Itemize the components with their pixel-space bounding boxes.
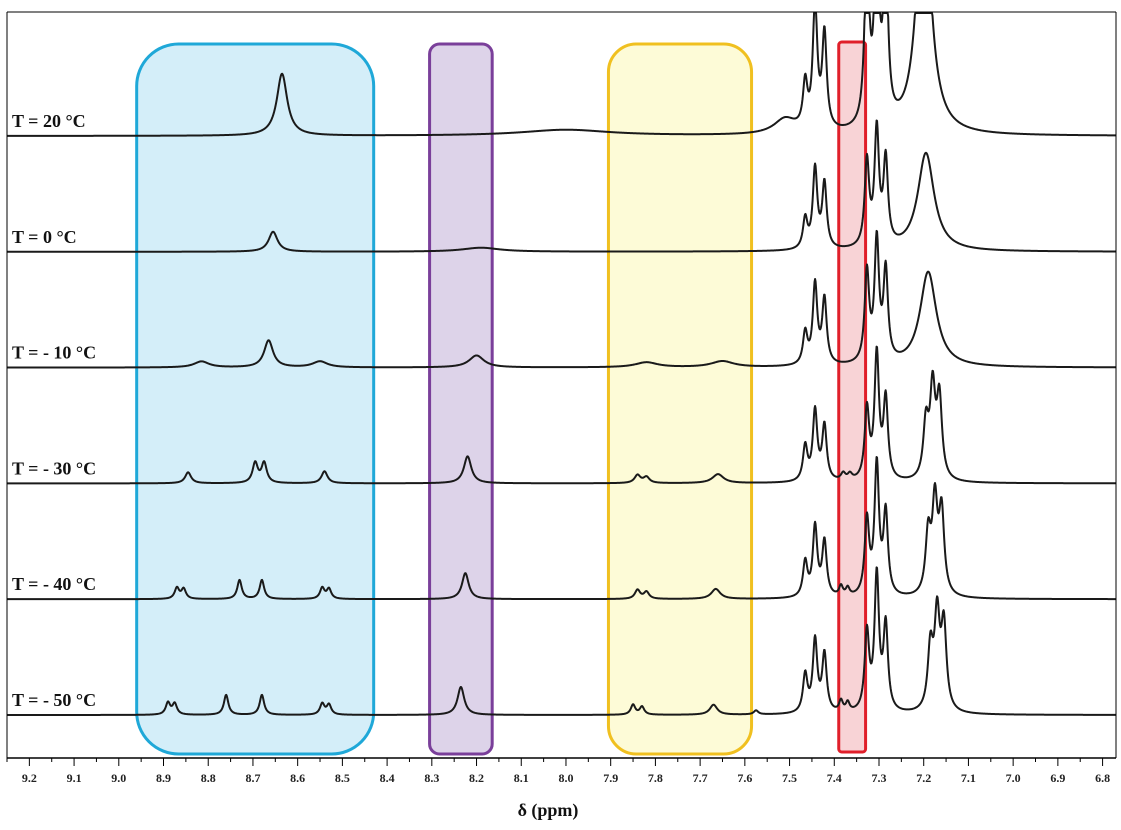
x-tick-label: 8.3 (424, 771, 439, 785)
x-axis: 9.2 9.1 9.0 8.9 8.8 8.7 8.6 8.5 8.4 8.3 8.2 8.1 8.0 7… (6, 11, 1117, 785)
spectrum-trace-1 (6, 12, 1117, 137)
temperature-label-1: T = 20 °C (12, 111, 86, 131)
x-tick-label: 9.2 (22, 771, 37, 785)
temperature-label-2: T = 0 °C (12, 227, 77, 247)
x-tick-label: 7.3 (871, 771, 886, 785)
x-tick-label: 7.0 (1006, 771, 1021, 785)
x-tick-label: 8.1 (514, 771, 529, 785)
x-tick-label: 7.8 (648, 771, 663, 785)
x-tick-label: 7.4 (827, 771, 842, 785)
x-tick-label: 9.0 (111, 771, 126, 785)
spectrum-trace-5 (6, 455, 1117, 601)
temperature-labels: T = 20 °C T = 0 °C T = - 10 °C T = - 30 °C T… (12, 111, 96, 710)
x-tick-label: 9.1 (67, 771, 82, 785)
x-tick-label: 6.9 (1050, 771, 1065, 785)
spectra-traces (6, 12, 1117, 716)
highlight-region-purple (428, 42, 494, 756)
highlight-regions (135, 40, 868, 756)
temperature-label-4: T = - 30 °C (12, 458, 96, 478)
x-axis-label: δ (ppm) (518, 800, 579, 821)
temperature-label-3: T = - 10 °C (12, 343, 96, 363)
x-tick-label: 8.6 (290, 771, 305, 785)
x-tick-label: 8.4 (380, 771, 395, 785)
x-tick-label: 8.9 (156, 771, 171, 785)
spectrum-trace-6 (6, 566, 1117, 716)
x-tick-label: 7.5 (782, 771, 797, 785)
temperature-label-6: T = - 50 °C (12, 690, 96, 710)
x-tick-label: 8.2 (469, 771, 484, 785)
x-tick-label: 8.8 (201, 771, 216, 785)
highlight-region-yellow (606, 42, 754, 756)
temperature-label-5: T = - 40 °C (12, 574, 96, 594)
x-tick-label: 6.8 (1095, 771, 1110, 785)
x-tick-label: 8.7 (245, 771, 260, 785)
highlight-region-blue (135, 42, 376, 756)
x-tick-label: 7.9 (603, 771, 618, 785)
x-tick-label: 8.5 (335, 771, 350, 785)
highlight-region-red (837, 40, 868, 754)
x-tick-label: 7.6 (737, 771, 752, 785)
x-tick-label: 7.2 (916, 771, 931, 785)
x-tick-label: 7.7 (693, 771, 708, 785)
spectrum-trace-2 (6, 119, 1117, 253)
spectrum-trace-4 (6, 345, 1117, 485)
x-tick-label: 7.1 (961, 771, 976, 785)
spectrum-trace-3 (6, 229, 1117, 369)
x-tick-label: 8.0 (558, 771, 573, 785)
